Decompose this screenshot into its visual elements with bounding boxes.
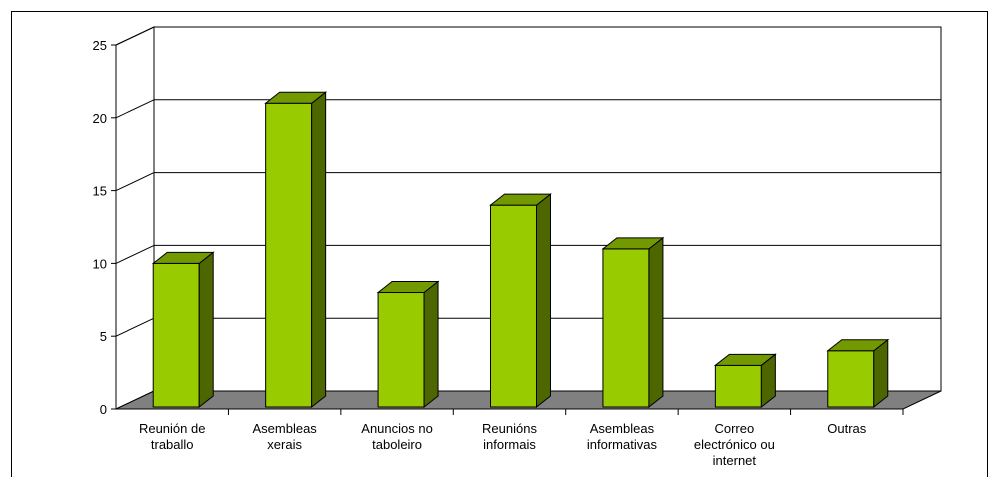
x-tick-label: Reunión de traballo: [139, 421, 206, 452]
x-tick-label: Anuncios no taboleiro: [361, 421, 433, 452]
bar-top: [601, 237, 665, 250]
x-tick-label-line: electrónico ou: [694, 437, 775, 452]
bar: [490, 204, 537, 408]
x-tick-label-line: Anuncios no: [361, 421, 433, 436]
gridline-side: [115, 244, 155, 264]
y-tick-label: 25: [93, 38, 107, 53]
bar: [714, 364, 762, 408]
y-tick-label: 10: [93, 256, 107, 271]
side-wall: [115, 26, 155, 410]
bar-top: [376, 281, 440, 294]
bar-side: [423, 280, 439, 409]
y-tick-label: 5: [100, 329, 107, 344]
bar-side: [536, 193, 551, 409]
bar: [152, 262, 200, 408]
x-tick-label-line: informais: [483, 437, 536, 452]
x-tick-label-line: taboleiro: [372, 437, 422, 452]
y-tick-label: 20: [93, 111, 107, 126]
gridline-side: [115, 99, 155, 119]
bar-top: [826, 339, 890, 352]
y-tick-label: 0: [100, 402, 107, 417]
x-tick-label-line: internet: [713, 453, 757, 468]
bar-side: [873, 338, 889, 409]
x-tick-label-line: Reunións: [482, 421, 537, 436]
x-tick-label-line: Correo: [714, 421, 754, 436]
bar-side: [198, 251, 214, 409]
gridline-side: [115, 172, 155, 192]
gridline-side: [115, 317, 155, 337]
y-tick-label: 15: [93, 184, 107, 199]
y-axis-ticks: 0 5 10 15 20 25: [93, 38, 116, 417]
bars: [151, 91, 890, 409]
bar: [827, 350, 875, 408]
x-tick-label-line: Outras: [827, 421, 867, 436]
gridline-side: [115, 26, 155, 46]
x-tick-label: Outras: [827, 421, 867, 436]
x-tick-label-line: Asembleas: [590, 421, 655, 436]
bar: [265, 102, 313, 408]
x-tick-label-line: informativas: [587, 437, 658, 452]
bar-top: [264, 91, 328, 104]
x-tick-label-line: Reunión de: [139, 421, 206, 436]
x-tick-label: Correo electrónico ou internet: [694, 421, 775, 468]
x-tick-label: Reunións informais: [482, 421, 537, 452]
bar-side: [311, 91, 327, 409]
bar-top: [713, 353, 777, 366]
bar-top: [151, 251, 215, 264]
bar: [602, 248, 650, 408]
x-tick-label-line: xerais: [267, 437, 302, 452]
x-tick-label-line: Asembleas: [252, 421, 317, 436]
bar-top: [489, 193, 552, 206]
bar-side: [648, 236, 664, 409]
x-tick-label-line: traballo: [151, 437, 194, 452]
x-tick-label: Asembleas informativas: [587, 421, 658, 452]
x-tick-label: Asembleas xerais: [252, 421, 317, 452]
bar: [377, 292, 425, 408]
axes: [115, 45, 903, 410]
